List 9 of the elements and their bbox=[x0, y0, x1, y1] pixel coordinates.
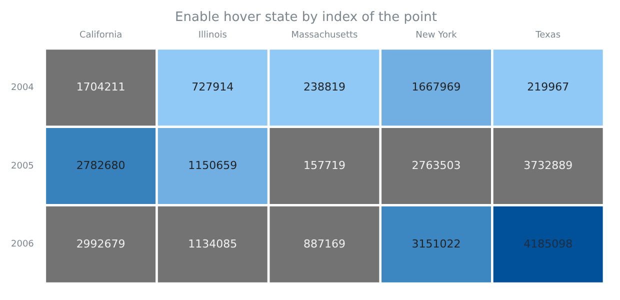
y-tick-label: 2006 bbox=[11, 240, 34, 250]
x-tick-label: Texas bbox=[534, 30, 561, 40]
x-tick-label: New York bbox=[416, 30, 458, 40]
y-tick-label: 2004 bbox=[11, 82, 34, 93]
y-tick-label: 2005 bbox=[11, 161, 34, 172]
chart-title: Enable hover state by index of the point bbox=[175, 10, 437, 26]
x-tick-label: Massachusetts bbox=[291, 30, 358, 40]
x-tick-label: California bbox=[79, 30, 122, 40]
x-tick-label: Illinois bbox=[198, 30, 228, 40]
